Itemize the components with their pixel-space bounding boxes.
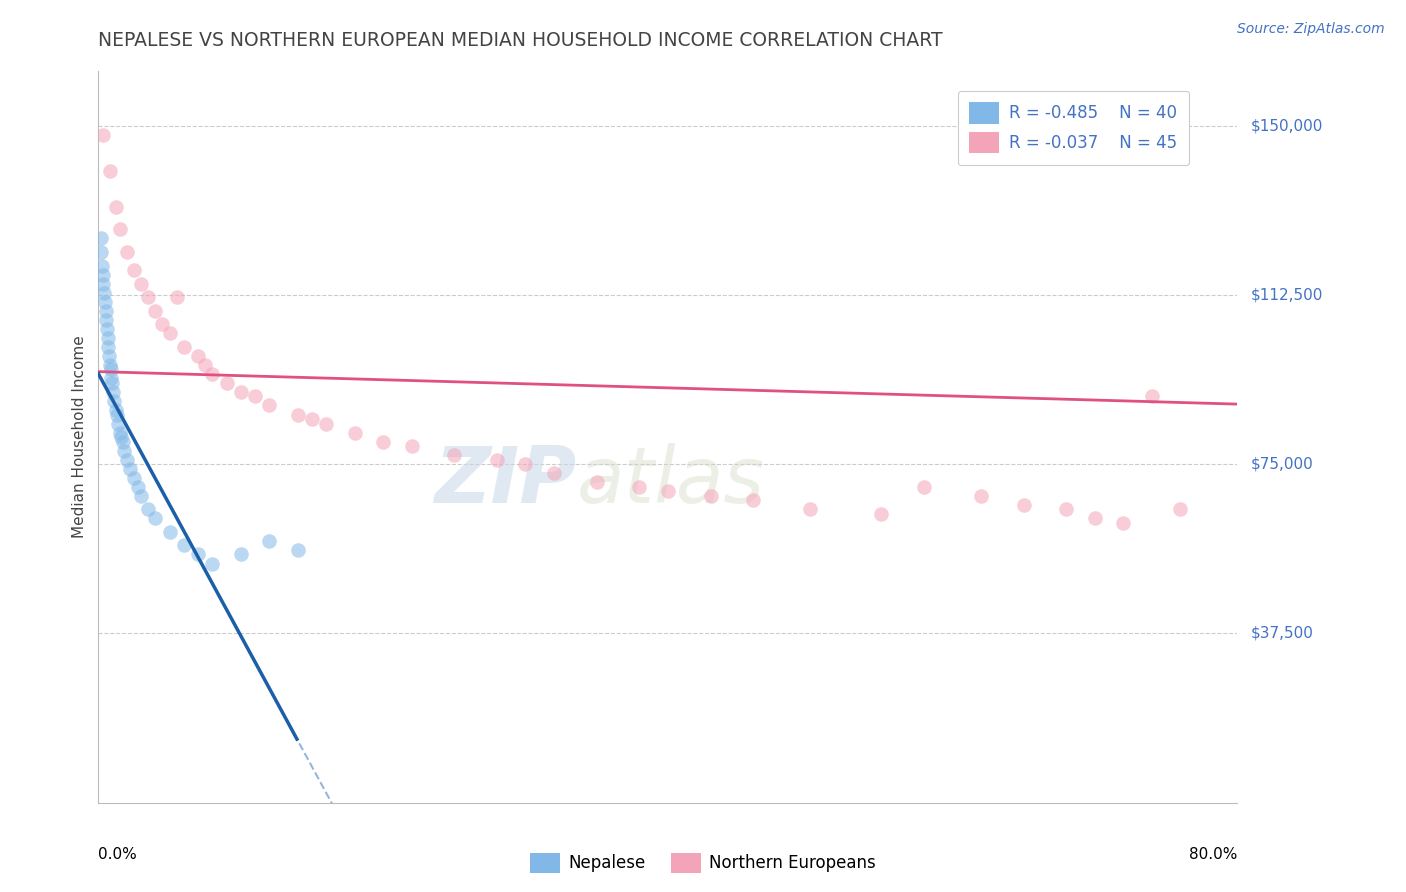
Point: [1140, 389, 1163, 403]
Point: [108, 425, 131, 440]
Point: [173, 340, 195, 354]
Text: 80.0%: 80.0%: [1189, 847, 1237, 862]
Point: [657, 484, 679, 499]
Point: [97, 331, 120, 345]
Point: [1056, 502, 1078, 516]
Point: [91, 268, 114, 282]
Point: [100, 371, 122, 385]
Point: [301, 412, 323, 426]
Text: $75,000: $75,000: [1251, 457, 1313, 472]
Point: [127, 480, 149, 494]
Point: [187, 349, 209, 363]
Point: [101, 376, 124, 390]
Text: 0.0%: 0.0%: [98, 847, 138, 862]
Point: [401, 439, 423, 453]
Point: [194, 358, 217, 372]
Point: [104, 200, 127, 214]
Text: ZIP: ZIP: [434, 443, 576, 519]
Point: [94, 303, 117, 318]
Y-axis label: Median Household Income: Median Household Income: [72, 335, 87, 539]
Point: [259, 399, 281, 413]
Point: [98, 358, 121, 372]
Point: [101, 384, 124, 399]
Text: $112,500: $112,500: [1251, 287, 1323, 302]
Point: [93, 277, 115, 291]
Point: [870, 507, 893, 521]
Legend: Nepalese, Northern Europeans: Nepalese, Northern Europeans: [523, 847, 883, 880]
Point: [243, 389, 266, 403]
Point: [108, 222, 131, 236]
Text: Source: ZipAtlas.com: Source: ZipAtlas.com: [1237, 22, 1385, 37]
Point: [1170, 502, 1192, 516]
Point: [97, 340, 120, 354]
Point: [104, 403, 127, 417]
Point: [122, 471, 145, 485]
Point: [371, 434, 394, 449]
Point: [96, 322, 118, 336]
Point: [103, 394, 125, 409]
Legend: R = -0.485    N = 40, R = -0.037    N = 45: R = -0.485 N = 40, R = -0.037 N = 45: [957, 91, 1189, 165]
Point: [110, 430, 132, 444]
Point: [152, 317, 174, 331]
Point: [187, 548, 209, 562]
Point: [201, 557, 224, 571]
Point: [96, 312, 118, 326]
Point: [1112, 516, 1135, 530]
Point: [628, 480, 651, 494]
Point: [118, 461, 141, 475]
Text: atlas: atlas: [576, 443, 765, 519]
Point: [166, 290, 188, 304]
Point: [100, 362, 122, 376]
Point: [159, 326, 181, 341]
Point: [543, 466, 565, 480]
Text: $150,000: $150,000: [1251, 118, 1323, 133]
Point: [970, 489, 993, 503]
Point: [159, 524, 181, 539]
Point: [94, 294, 117, 309]
Point: [443, 448, 465, 462]
Point: [91, 128, 114, 142]
Point: [585, 475, 607, 490]
Point: [122, 263, 145, 277]
Point: [129, 277, 152, 291]
Point: [343, 425, 366, 440]
Point: [90, 244, 112, 259]
Point: [115, 244, 138, 259]
Point: [98, 349, 121, 363]
Point: [105, 408, 128, 422]
Point: [229, 548, 252, 562]
Point: [486, 452, 509, 467]
Point: [912, 480, 935, 494]
Point: [259, 533, 281, 548]
Text: $37,500: $37,500: [1251, 626, 1313, 641]
Point: [799, 502, 821, 516]
Point: [90, 231, 112, 245]
Point: [173, 538, 195, 552]
Point: [287, 408, 309, 422]
Point: [229, 384, 252, 399]
Point: [201, 367, 224, 381]
Point: [98, 163, 121, 178]
Point: [287, 543, 309, 558]
Point: [145, 303, 167, 318]
Point: [111, 434, 134, 449]
Point: [112, 443, 135, 458]
Point: [1012, 498, 1035, 512]
Text: NEPALESE VS NORTHERN EUROPEAN MEDIAN HOUSEHOLD INCOME CORRELATION CHART: NEPALESE VS NORTHERN EUROPEAN MEDIAN HOU…: [98, 31, 943, 50]
Point: [129, 489, 152, 503]
Point: [315, 417, 337, 431]
Point: [742, 493, 765, 508]
Point: [93, 285, 115, 300]
Point: [136, 502, 159, 516]
Point: [145, 511, 167, 525]
Point: [699, 489, 721, 503]
Point: [107, 417, 129, 431]
Point: [91, 259, 114, 273]
Point: [136, 290, 159, 304]
Point: [515, 457, 537, 471]
Point: [115, 452, 138, 467]
Point: [215, 376, 238, 390]
Point: [1084, 511, 1107, 525]
